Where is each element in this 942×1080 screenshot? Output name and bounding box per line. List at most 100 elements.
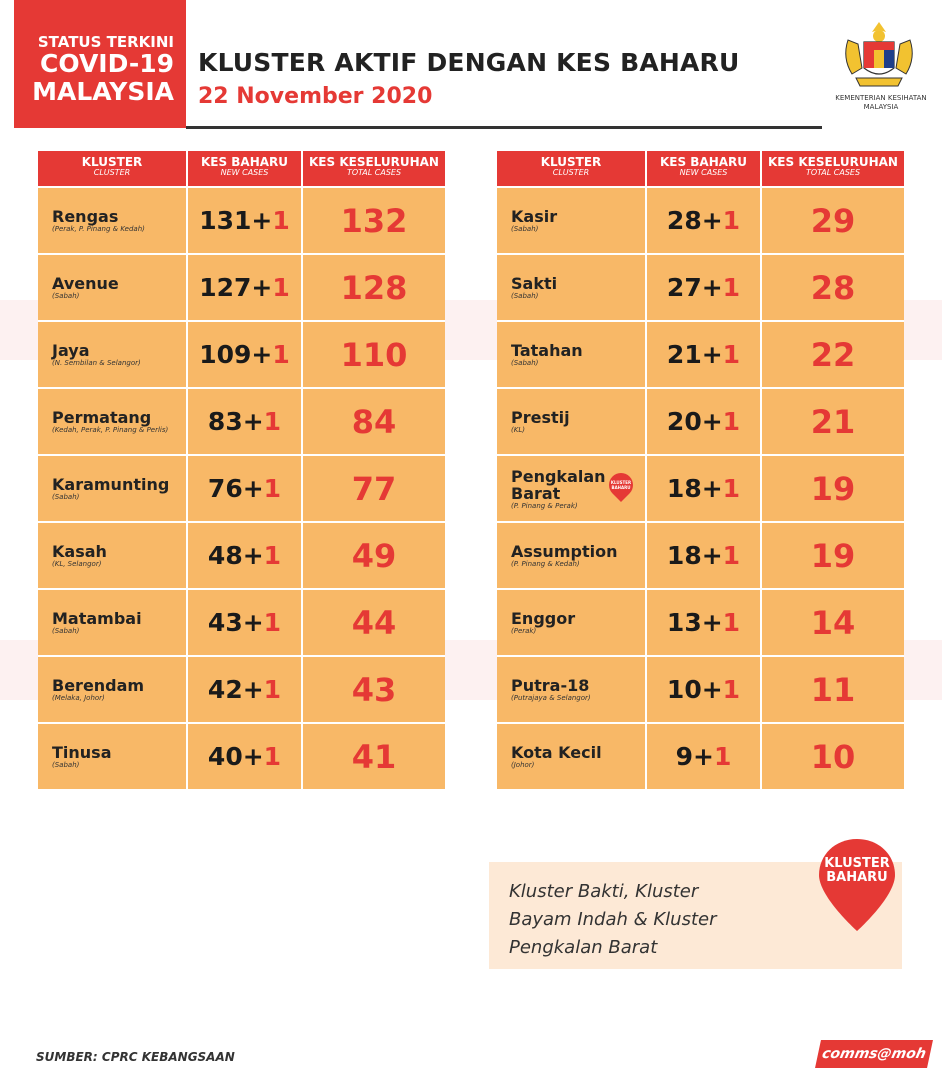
new-cases-added: 1 bbox=[722, 608, 741, 637]
cluster-region: (N. Sembilan & Selangor) bbox=[52, 359, 141, 367]
cluster-cell: Pengkalan Barat KLUSTER BAHARU (P. Pinang … bbox=[497, 456, 647, 521]
cluster-region: (Kedah, Perak, P. Pinang & Perlis) bbox=[52, 426, 169, 434]
table-row: Kasir (Sabah) 28 +1 29 bbox=[497, 186, 904, 253]
brand-badge: comms@moh bbox=[815, 1040, 933, 1068]
brand-text: comms@moh bbox=[820, 1046, 928, 1062]
cluster-region: (Sabah) bbox=[511, 225, 539, 233]
new-cases-cell: 10 +1 bbox=[647, 657, 762, 722]
header-cluster-sub: CLUSTER bbox=[93, 168, 131, 177]
cluster-cell: Putra-18 (Putrajaya & Selangor) bbox=[497, 657, 647, 722]
new-cases-cell: 18 +1 bbox=[647, 456, 762, 521]
header-new-label: KES BAHARU bbox=[659, 155, 748, 169]
new-cases-plus: + bbox=[251, 206, 273, 235]
left-cluster-table: KLUSTER CLUSTER KES BAHARU NEW CASES KES… bbox=[38, 151, 445, 789]
new-cases-plus: + bbox=[693, 742, 714, 771]
total-cases-cell: 43 bbox=[351, 670, 397, 709]
new-cases-base: 28 bbox=[666, 206, 702, 235]
header-cluster-sub: CLUSTER bbox=[552, 168, 590, 177]
total-cases-cell: 77 bbox=[351, 469, 397, 508]
table-row: Permatang (Kedah, Perak, P. Pinang & Perl… bbox=[38, 387, 445, 454]
table-row: Tatahan (Sabah) 21 +1 22 bbox=[497, 320, 904, 387]
new-cases-base: 42 bbox=[207, 675, 243, 704]
badge-line3: MALAYSIA bbox=[32, 77, 174, 106]
table-row: Sakti (Sabah) 27 +1 28 bbox=[497, 253, 904, 320]
cluster-name: Kasah bbox=[52, 542, 107, 561]
cluster-cell: Kota Kecil (Johor) bbox=[497, 724, 647, 789]
new-cases-base: 9 bbox=[675, 742, 694, 771]
new-cases-plus: + bbox=[242, 608, 264, 637]
table-row: Avenue (Sabah) 127 +1 128 bbox=[38, 253, 445, 320]
cluster-name: Matambai bbox=[52, 609, 142, 628]
new-cases-plus: + bbox=[242, 474, 264, 503]
header-total: KES KESELURUHAN TOTAL CASES bbox=[303, 151, 445, 186]
header-total-sub: TOTAL CASES bbox=[346, 168, 402, 177]
new-cases-plus: + bbox=[701, 541, 723, 570]
cluster-name: Tinusa bbox=[52, 743, 112, 762]
table-row: Tinusa (Sabah) 40 +1 41 bbox=[38, 722, 445, 789]
cluster-region: (KL, Selangor) bbox=[52, 560, 102, 568]
total-cases-cell: 21 bbox=[810, 402, 856, 441]
cluster-region: (Johor) bbox=[511, 761, 535, 769]
header-total-label: KES KESELURUHAN bbox=[768, 155, 898, 169]
cluster-cell: Matambai (Sabah) bbox=[38, 590, 188, 655]
note-text: Kluster Bakti, Kluster Bayam Indah & Klu… bbox=[509, 881, 717, 958]
header-cluster: KLUSTER CLUSTER bbox=[38, 151, 188, 186]
new-cases-added: 1 bbox=[272, 340, 290, 369]
new-cases-added: 1 bbox=[722, 675, 741, 704]
new-cluster-pin-icon: KLUSTER BAHARU bbox=[815, 835, 899, 931]
new-cases-cell: 76 +1 bbox=[188, 456, 303, 521]
total-cases-cell: 19 bbox=[810, 536, 856, 575]
cluster-cell: Enggor (Perak) bbox=[497, 590, 647, 655]
cluster-region: (Melaka, Johor) bbox=[52, 694, 105, 702]
new-cases-added: 1 bbox=[722, 340, 741, 369]
cluster-region: (KL) bbox=[511, 426, 525, 434]
cluster-region: (Perak, P. Pinang & Kedah) bbox=[52, 225, 145, 233]
new-cases-plus: + bbox=[701, 608, 723, 637]
new-cases-cell: 13 +1 bbox=[647, 590, 762, 655]
table-row: Karamunting (Sabah) 76 +1 77 bbox=[38, 454, 445, 521]
new-cases-plus: + bbox=[242, 541, 264, 570]
cluster-cell: Berendam (Melaka, Johor) bbox=[38, 657, 188, 722]
badge-line2: COVID-19 bbox=[40, 49, 174, 78]
total-cases-cell: 49 bbox=[351, 536, 397, 575]
new-cases-base: 48 bbox=[207, 541, 243, 570]
total-cases-cell: 14 bbox=[810, 603, 856, 642]
new-cases-plus: + bbox=[701, 675, 723, 704]
new-cases-added: 1 bbox=[272, 206, 290, 235]
new-cases-added: 1 bbox=[263, 541, 282, 570]
new-cases-cell: 21 +1 bbox=[647, 322, 762, 387]
new-cases-base: 131 bbox=[199, 206, 252, 235]
total-cases-cell: 128 bbox=[340, 268, 408, 307]
cluster-region: (Sabah) bbox=[511, 292, 539, 300]
new-cases-plus: + bbox=[251, 273, 273, 302]
new-cases-added: 1 bbox=[263, 407, 282, 436]
table-row: Pengkalan Barat KLUSTER BAHARU (P. Pinang … bbox=[497, 454, 904, 521]
new-cases-base: 27 bbox=[666, 273, 702, 302]
cluster-name: Permatang bbox=[52, 408, 152, 427]
cluster-region: (P. Pinang & Perak) bbox=[511, 501, 578, 510]
cluster-region: (Sabah) bbox=[52, 292, 80, 300]
total-cases-cell: 22 bbox=[810, 335, 856, 374]
total-cases-cell: 11 bbox=[810, 670, 856, 709]
cluster-name: Sakti bbox=[511, 274, 558, 293]
table-row: Enggor (Perak) 13 +1 14 bbox=[497, 588, 904, 655]
table-row: Rengas (Perak, P. Pinang & Kedah) 131 +1 132 bbox=[38, 186, 445, 253]
header-total-sub: TOTAL CASES bbox=[805, 168, 861, 177]
table-row: Jaya (N. Sembilan & Selangor) 109 +1 110 bbox=[38, 320, 445, 387]
table-row: Prestij (KL) 20 +1 21 bbox=[497, 387, 904, 454]
new-cases-cell: 20 +1 bbox=[647, 389, 762, 454]
table-row: Kota Kecil (Johor) 9 +1 10 bbox=[497, 722, 904, 789]
cluster-region: (Sabah) bbox=[511, 359, 539, 367]
header-new: KES BAHARU NEW CASES bbox=[647, 151, 762, 186]
right-cluster-table: KLUSTER CLUSTER KES BAHARU NEW CASES KES… bbox=[497, 151, 904, 789]
header-new-sub: NEW CASES bbox=[679, 168, 728, 177]
new-cases-plus: + bbox=[701, 474, 723, 503]
table-row: Putra-18 (Putrajaya & Selangor) 10 +1 11 bbox=[497, 655, 904, 722]
source-text: SUMBER: CPRC KEBANGSAAN bbox=[36, 1050, 235, 1064]
cluster-name: Kasir bbox=[511, 207, 558, 226]
new-cases-added: 1 bbox=[263, 608, 282, 637]
new-cases-cell: 40 +1 bbox=[188, 724, 303, 789]
cluster-cell: Kasah (KL, Selangor) bbox=[38, 523, 188, 588]
new-cases-base: 13 bbox=[666, 608, 702, 637]
new-cases-base: 76 bbox=[207, 474, 243, 503]
